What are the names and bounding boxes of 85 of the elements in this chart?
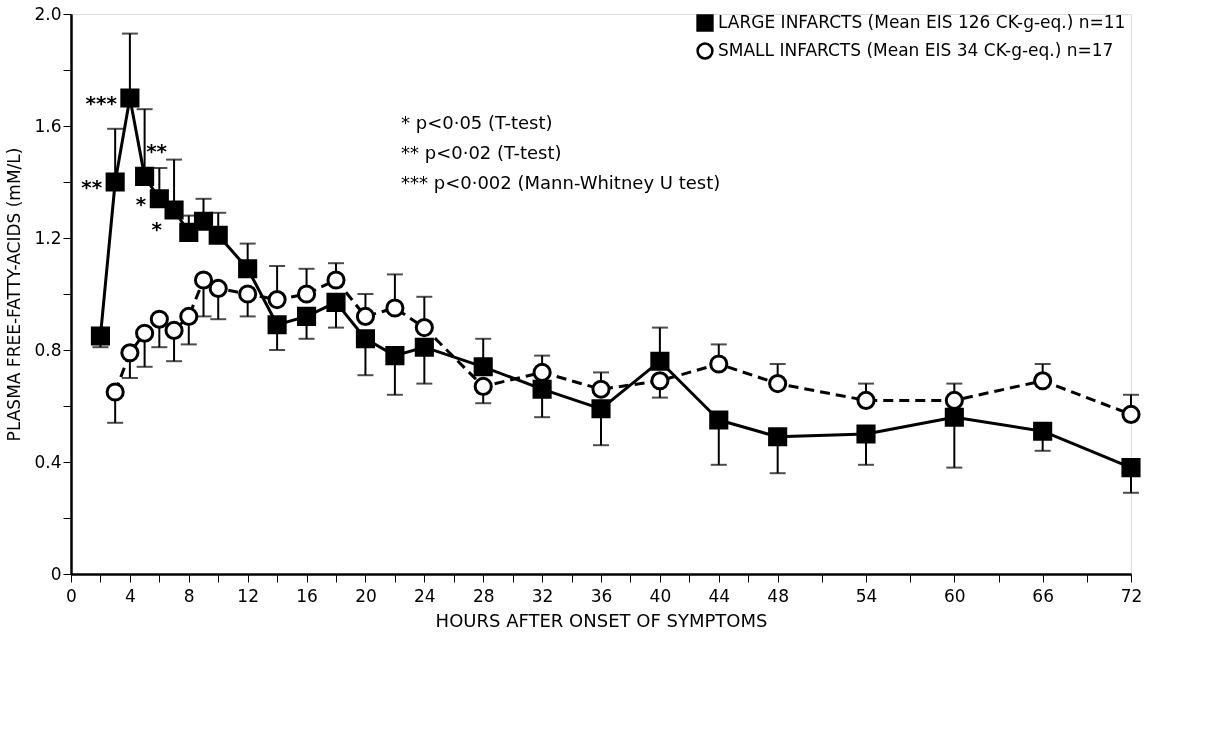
point [944, 407, 964, 427]
point [414, 318, 434, 338]
point [591, 399, 611, 419]
point [473, 357, 493, 377]
legend-label: LARGE INFARCTS (Mean EIS 126 CK-g-eq.) n=11 [718, 12, 1126, 32]
y-axis-title: PLASMA FREE-FATTY-ACIDS (mM/L) [4, 147, 25, 442]
point [105, 382, 125, 402]
x-tick-label: 8 [183, 585, 195, 606]
annotation: ** [146, 139, 168, 164]
point [179, 222, 199, 242]
y-tick-label: 1.6 [34, 115, 62, 136]
annotation: * [151, 217, 163, 241]
point [296, 284, 317, 304]
y-tick-label: 0.8 [34, 339, 62, 360]
annotation: ** p<0·02 (T-test) [401, 142, 562, 163]
x-tick-label: 4 [124, 585, 136, 606]
point [709, 410, 729, 430]
point [267, 290, 287, 310]
point [856, 424, 876, 444]
point [164, 320, 184, 340]
point [238, 284, 258, 304]
y-tick-label: 2.0 [34, 3, 62, 24]
legend-label: SMALL INFARCTS (Mean EIS 34 CK-g-eq.) n=17 [718, 40, 1114, 60]
x-tick-label: 24 [414, 585, 436, 606]
point [326, 292, 346, 312]
point [105, 172, 125, 192]
y-tick-label: 1.2 [34, 227, 62, 248]
point [591, 379, 611, 399]
x-tick-label: 20 [355, 585, 377, 606]
point [179, 306, 199, 326]
point [120, 88, 140, 108]
annotation: *** p<0·002 (Mann-Whitney U test) [401, 172, 721, 193]
point [149, 189, 169, 209]
point [164, 200, 184, 220]
point [650, 351, 670, 371]
annotation: * p<0·05 (T-test) [401, 112, 553, 133]
x-tick-label: 40 [649, 585, 672, 606]
point [296, 306, 317, 326]
point [385, 346, 405, 366]
x-tick-label: 60 [944, 585, 966, 606]
point [473, 376, 493, 396]
x-tick-label: 0 [66, 585, 77, 606]
point [135, 166, 155, 186]
x-tick-label: 66 [1032, 585, 1054, 606]
point [208, 278, 228, 298]
x-axis-title: HOURS AFTER ONSET OF SYMPTOMS [435, 609, 768, 631]
point [650, 371, 670, 391]
point [193, 270, 214, 290]
annotation: * [135, 191, 147, 216]
y-tick-label: 0.4 [34, 451, 62, 472]
x-tick-label: 48 [767, 585, 789, 606]
point [1033, 421, 1053, 441]
point [193, 211, 214, 231]
x-tick-label: 28 [472, 585, 495, 606]
point [149, 309, 169, 329]
point [1121, 404, 1141, 424]
annotation: ** [81, 175, 103, 199]
x-tick-label: 36 [590, 585, 613, 606]
point [768, 374, 788, 394]
point [1033, 371, 1053, 391]
point [267, 315, 287, 335]
point [120, 343, 140, 363]
point [709, 354, 729, 374]
point [944, 390, 964, 410]
x-tick-label: 54 [855, 585, 878, 606]
point [414, 337, 434, 357]
point [532, 362, 552, 382]
point [326, 270, 346, 290]
point [238, 259, 258, 279]
point [1121, 458, 1141, 478]
point [385, 298, 405, 318]
point [208, 225, 228, 245]
annotation: *** [85, 91, 118, 115]
x-tick-label: 12 [237, 585, 259, 606]
point [768, 427, 788, 447]
y-tick-label: 0 [50, 563, 62, 584]
point [532, 379, 552, 399]
point [355, 329, 376, 349]
x-tick-label: 72 [1120, 585, 1143, 606]
x-tick-label: 16 [296, 585, 318, 606]
point [135, 323, 155, 343]
x-tick-label: 44 [708, 585, 731, 606]
point [355, 306, 376, 326]
point [856, 390, 876, 410]
x-tick-label: 32 [531, 585, 554, 606]
